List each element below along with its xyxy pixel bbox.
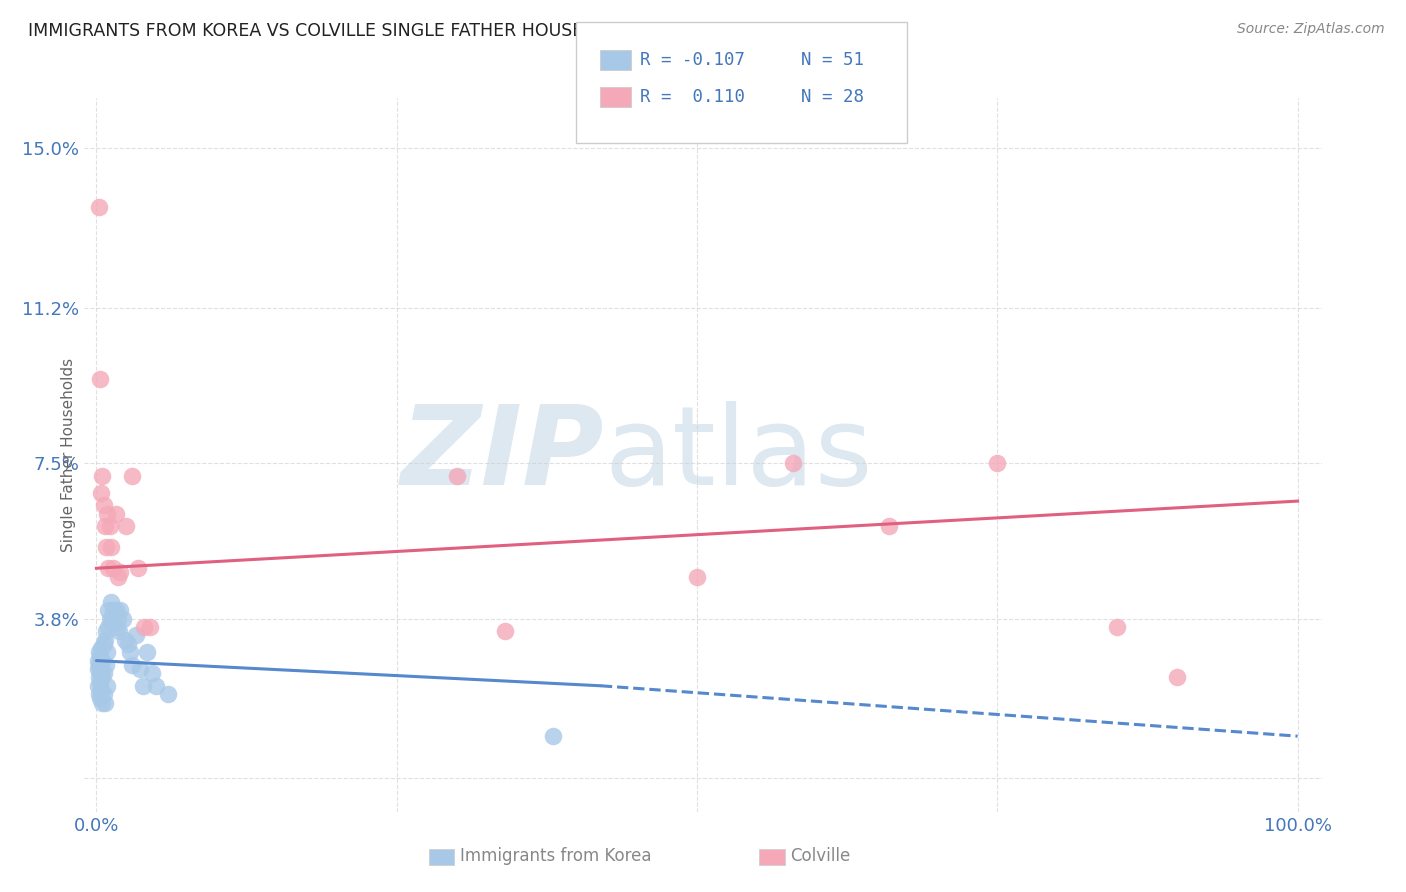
Point (114, 632, 136, 647)
Text: Colville: Colville (790, 847, 851, 865)
Point (107, 569, 129, 583)
Point (94, 624, 117, 639)
Point (877, 519, 900, 533)
Point (91, 654, 114, 668)
Point (141, 666, 163, 681)
Point (103, 603, 125, 617)
Text: Immigrants from Korea: Immigrants from Korea (460, 847, 651, 865)
Point (94, 541, 117, 555)
Point (145, 679, 167, 693)
Point (93, 637, 115, 651)
Point (121, 657, 143, 672)
Point (125, 628, 148, 642)
Point (117, 637, 139, 651)
Point (541, 729, 564, 743)
Point (91, 469, 114, 483)
Point (90, 666, 112, 681)
Point (157, 687, 180, 701)
Text: N = 51: N = 51 (801, 51, 865, 69)
Point (90, 683, 112, 698)
Text: Source: ZipAtlas.com: Source: ZipAtlas.com (1237, 22, 1385, 37)
Point (107, 612, 129, 626)
Point (89, 691, 111, 706)
Point (100, 541, 122, 555)
Point (121, 469, 143, 483)
Point (1107, 620, 1129, 634)
Point (1166, 670, 1188, 684)
Point (86, 679, 108, 693)
Point (87, 645, 110, 659)
Point (494, 624, 516, 639)
Point (96, 679, 118, 693)
Point (103, 561, 125, 575)
Point (98, 612, 121, 626)
Point (139, 620, 162, 634)
Point (90, 640, 112, 655)
Point (87, 687, 110, 701)
Point (110, 566, 132, 580)
Point (86, 654, 108, 668)
Point (94, 632, 117, 647)
Point (101, 612, 124, 626)
Point (87, 657, 110, 672)
Text: atlas: atlas (605, 401, 873, 508)
Point (97, 603, 120, 617)
Text: IMMIGRANTS FROM KOREA VS COLVILLE SINGLE FATHER HOUSEHOLDS CORRELATION CHART: IMMIGRANTS FROM KOREA VS COLVILLE SINGLE… (28, 22, 838, 40)
Point (93, 498, 115, 512)
Text: R = -0.107: R = -0.107 (640, 51, 745, 69)
Point (986, 456, 1008, 470)
Point (111, 612, 134, 626)
Point (94, 696, 117, 710)
Point (134, 620, 156, 634)
Point (87, 200, 110, 214)
Point (89, 649, 111, 664)
Point (128, 662, 150, 676)
Text: ZIP: ZIP (401, 401, 605, 508)
Point (94, 519, 117, 533)
Point (104, 603, 127, 617)
Point (104, 507, 127, 521)
Point (94, 657, 117, 672)
Point (93, 687, 115, 701)
Point (132, 679, 155, 693)
Point (87, 670, 110, 684)
Point (118, 645, 141, 659)
Point (105, 620, 128, 634)
Point (96, 507, 118, 521)
Point (782, 456, 804, 470)
Point (98, 519, 121, 533)
Point (97, 620, 120, 634)
Point (446, 469, 468, 483)
Point (100, 595, 122, 609)
Point (108, 624, 131, 639)
Point (91, 670, 114, 684)
Point (90, 485, 112, 500)
Point (103, 615, 125, 630)
Point (110, 603, 132, 617)
Point (89, 674, 111, 689)
Point (115, 519, 138, 533)
Point (89, 662, 111, 676)
Point (686, 569, 709, 583)
Point (97, 561, 120, 575)
Point (135, 645, 157, 659)
Text: N = 28: N = 28 (801, 88, 865, 106)
Point (96, 645, 118, 659)
Text: R =  0.110: R = 0.110 (640, 88, 745, 106)
Point (86, 662, 108, 676)
Point (89, 372, 111, 386)
Y-axis label: Single Father Households: Single Father Households (60, 358, 76, 552)
Point (91, 696, 114, 710)
Point (127, 561, 149, 575)
Point (93, 666, 115, 681)
